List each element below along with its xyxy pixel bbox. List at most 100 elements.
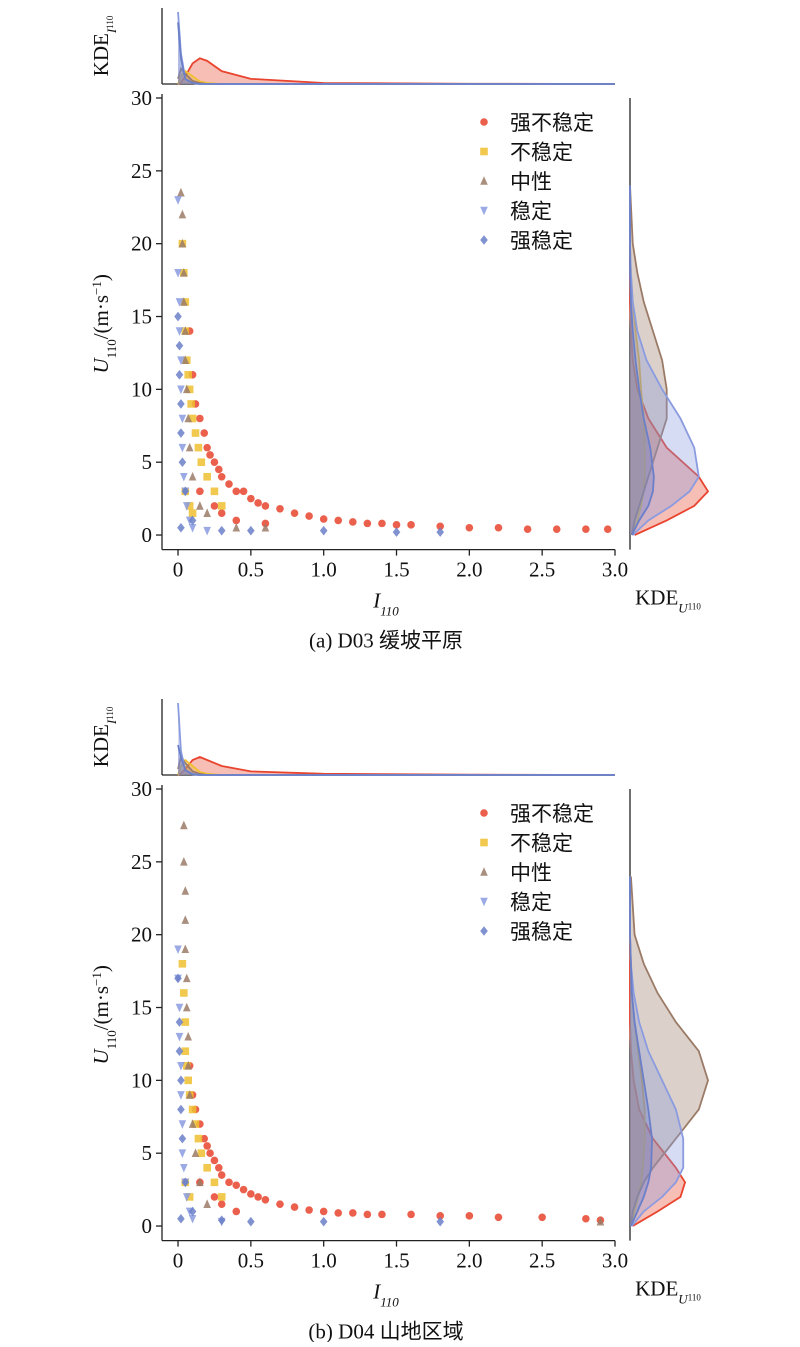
point [180, 268, 188, 277]
point [254, 1193, 262, 1201]
point [582, 1214, 590, 1223]
point [182, 973, 191, 983]
point [319, 525, 328, 536]
point [188, 1214, 197, 1224]
point [465, 523, 474, 532]
right-kde-line [630, 876, 709, 1227]
y-tick-label: 5 [142, 1141, 153, 1165]
point [188, 1105, 197, 1114]
label-part: U [678, 600, 689, 615]
point [178, 1120, 187, 1129]
point [276, 505, 284, 513]
label-part: 110 [688, 602, 702, 612]
point [181, 944, 190, 954]
legend-label: 稳定 [510, 200, 552, 224]
top-kde-line [177, 22, 615, 85]
legend-marker [480, 838, 488, 847]
point [191, 429, 200, 437]
point [175, 369, 184, 380]
y-axis-label: U110/(m·s−1) [89, 965, 119, 1064]
x-tick-label: 1.5 [383, 1249, 409, 1273]
point [217, 1200, 226, 1208]
point [184, 1060, 193, 1070]
point [305, 512, 313, 520]
x-tick-label: 1.0 [311, 558, 337, 582]
point [191, 1148, 200, 1157]
label-part: 110 [104, 339, 119, 358]
point [180, 857, 188, 866]
point [290, 1203, 299, 1211]
top-kde-area [178, 757, 615, 775]
top-kde-label: KDEI110 [89, 15, 119, 76]
legend-marker [480, 206, 488, 216]
y-tick-label: 10 [131, 377, 152, 401]
point [494, 523, 503, 532]
label-part: KDE [89, 33, 113, 76]
legend-label: 强稳定 [510, 920, 573, 944]
legend-marker [480, 867, 488, 876]
legend-label: 中性 [510, 170, 552, 194]
top-kde-area [178, 58, 615, 84]
point [175, 327, 184, 336]
point [582, 525, 590, 534]
point [319, 515, 328, 523]
point [178, 209, 187, 219]
label-part: KDE [635, 1277, 678, 1301]
right-kde-area [630, 876, 708, 1227]
point [334, 1209, 343, 1217]
right-kde-area [630, 185, 699, 536]
right-kde-label: KDEU110 [635, 586, 701, 616]
point [523, 525, 532, 534]
point [177, 1075, 185, 1086]
label-part: ) [89, 965, 113, 972]
legend-label: 强稳定 [510, 229, 573, 253]
point [596, 1216, 605, 1226]
right-kde-line [629, 876, 687, 1227]
x-tick-label: 2.5 [529, 1249, 555, 1273]
point [494, 1213, 503, 1222]
legend-marker [480, 897, 488, 907]
point [196, 1177, 204, 1187]
point [217, 509, 226, 517]
x-tick-label: 0.5 [238, 558, 264, 582]
point [203, 526, 211, 536]
point [187, 400, 195, 408]
point [178, 238, 187, 248]
point [247, 525, 255, 536]
point [210, 458, 219, 466]
point [182, 384, 191, 394]
point [203, 1163, 211, 1172]
label-part: 110 [105, 706, 115, 720]
top-kde-area [178, 22, 615, 85]
point [175, 1046, 184, 1057]
point [203, 472, 211, 481]
point [181, 1018, 190, 1026]
label-part: /(m·s [89, 295, 113, 339]
point [225, 480, 233, 488]
point [181, 486, 190, 497]
point [232, 516, 241, 525]
point [174, 945, 182, 955]
point [217, 1171, 226, 1179]
x-axis-label: I110 [372, 589, 399, 619]
legend-marker [480, 809, 488, 817]
point [175, 1003, 184, 1013]
point [239, 1185, 248, 1194]
point [180, 820, 188, 830]
point [217, 1193, 226, 1201]
point [177, 1091, 185, 1100]
right-kde-label: KDEU110 [635, 1277, 701, 1307]
right-kde-line [629, 185, 700, 536]
point [319, 1216, 328, 1227]
point [203, 1199, 211, 1208]
label-part: −1 [89, 281, 104, 295]
point [378, 519, 386, 528]
top-kde-area [178, 12, 615, 84]
legend-label: 强不稳定 [510, 802, 594, 826]
point [178, 960, 187, 968]
point [182, 1002, 191, 1012]
right-kde-area [630, 185, 667, 536]
point [349, 518, 357, 526]
point [181, 1047, 190, 1056]
y-tick-label: 30 [131, 86, 152, 110]
